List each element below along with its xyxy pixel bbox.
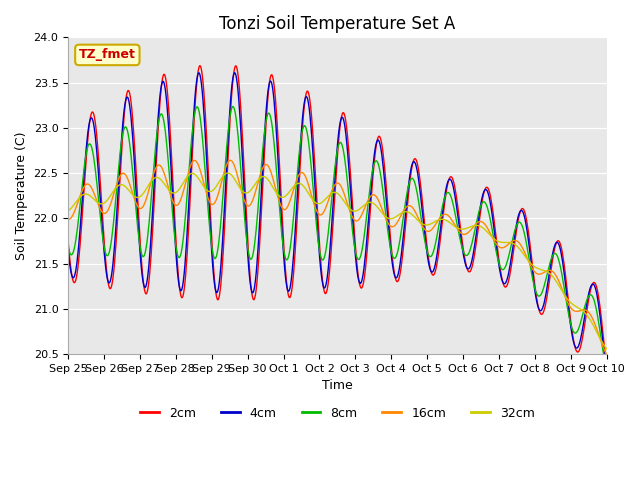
Line: 32cm: 32cm bbox=[68, 173, 607, 349]
Y-axis label: Soil Temperature (C): Soil Temperature (C) bbox=[15, 132, 28, 260]
32cm bbox=[64, 208, 72, 214]
X-axis label: Time: Time bbox=[322, 379, 353, 392]
2cm bbox=[74, 264, 82, 270]
16cm bbox=[212, 196, 220, 202]
4cm bbox=[129, 144, 137, 149]
2cm bbox=[404, 202, 412, 208]
8cm bbox=[74, 222, 82, 228]
16cm bbox=[227, 157, 234, 163]
32cm bbox=[212, 183, 220, 189]
32cm bbox=[419, 221, 427, 227]
Line: 2cm: 2cm bbox=[68, 66, 607, 369]
2cm bbox=[419, 206, 427, 212]
2cm bbox=[196, 63, 204, 69]
Line: 8cm: 8cm bbox=[68, 107, 607, 372]
4cm bbox=[184, 215, 192, 221]
16cm bbox=[404, 203, 412, 209]
8cm bbox=[64, 244, 72, 250]
2cm bbox=[213, 296, 221, 302]
Line: 4cm: 4cm bbox=[68, 73, 607, 375]
2cm bbox=[129, 124, 137, 130]
8cm bbox=[229, 104, 237, 109]
4cm bbox=[419, 217, 427, 223]
16cm bbox=[74, 199, 82, 205]
4cm bbox=[603, 372, 611, 378]
32cm bbox=[129, 192, 137, 198]
4cm bbox=[212, 289, 220, 295]
2cm bbox=[64, 239, 72, 245]
4cm bbox=[74, 251, 82, 257]
Text: TZ_fmet: TZ_fmet bbox=[79, 48, 136, 61]
32cm bbox=[184, 173, 192, 179]
32cm bbox=[74, 197, 82, 203]
32cm bbox=[603, 346, 611, 352]
Title: Tonzi Soil Temperature Set A: Tonzi Soil Temperature Set A bbox=[220, 15, 456, 33]
8cm bbox=[184, 181, 192, 187]
16cm bbox=[419, 225, 427, 230]
4cm bbox=[230, 70, 238, 76]
8cm bbox=[404, 188, 412, 193]
16cm bbox=[184, 171, 192, 177]
4cm bbox=[64, 248, 72, 254]
8cm bbox=[603, 370, 611, 375]
Legend: 2cm, 4cm, 8cm, 16cm, 32cm: 2cm, 4cm, 8cm, 16cm, 32cm bbox=[135, 402, 540, 424]
Line: 16cm: 16cm bbox=[68, 160, 607, 354]
8cm bbox=[129, 177, 137, 182]
32cm bbox=[404, 209, 412, 215]
8cm bbox=[419, 228, 427, 234]
16cm bbox=[129, 192, 137, 198]
4cm bbox=[404, 192, 412, 198]
32cm bbox=[224, 170, 232, 176]
16cm bbox=[64, 216, 72, 222]
16cm bbox=[603, 351, 611, 357]
2cm bbox=[603, 366, 611, 372]
2cm bbox=[184, 237, 192, 243]
8cm bbox=[212, 253, 220, 259]
